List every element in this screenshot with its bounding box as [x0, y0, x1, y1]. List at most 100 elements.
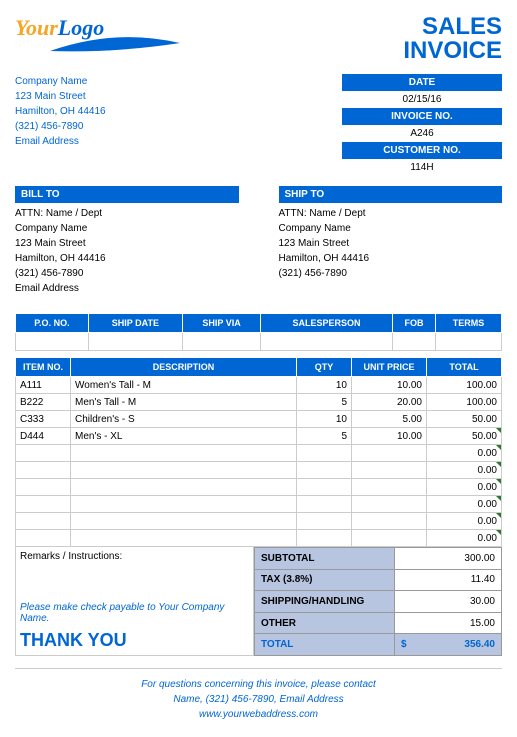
- tax-value: 11.40: [395, 569, 502, 591]
- fob-header: FOB: [392, 314, 435, 333]
- subtotal-label: SUBTOTAL: [255, 548, 395, 570]
- logo-area: YourLogo: [15, 15, 215, 66]
- billto-street: 123 Main Street: [15, 236, 239, 251]
- item-row-empty: 0.00: [16, 479, 502, 496]
- salesperson-header: SALESPERSON: [261, 314, 393, 333]
- bill-to-block: BILL TO ATTN: Name / Dept Company Name 1…: [15, 186, 239, 299]
- shipping-value: 30.00: [395, 591, 502, 613]
- item-qty: 5: [297, 394, 352, 411]
- company-citystate: Hamilton, OH 44416: [15, 104, 106, 119]
- item-no: B222: [16, 394, 71, 411]
- billto-citystate: Hamilton, OH 44416: [15, 251, 239, 266]
- dollar-sign: $: [401, 639, 407, 650]
- company-phone: (321) 456-7890: [15, 119, 106, 134]
- footer-line1: For questions concerning this invoice, p…: [15, 677, 502, 692]
- invno-value: A246: [342, 125, 502, 142]
- item-qty: 10: [297, 411, 352, 428]
- item-desc: Children's - S: [71, 411, 297, 428]
- billto-phone: (321) 456-7890: [15, 266, 239, 281]
- billto-name: Company Name: [15, 221, 239, 236]
- other-value: 15.00: [395, 612, 502, 634]
- tax-label: TAX (3.8%): [255, 569, 395, 591]
- total-header: TOTAL: [427, 358, 502, 377]
- totals-table: SUBTOTAL300.00 TAX (3.8%)11.40 SHIPPING/…: [254, 547, 502, 656]
- item-row-empty: 0.00: [16, 462, 502, 479]
- company-street: 123 Main Street: [15, 89, 106, 104]
- grandtotal-amount: 356.40: [464, 639, 495, 650]
- item-total: 50.00: [427, 428, 502, 445]
- title-line1: SALES: [403, 15, 502, 39]
- thank-you: THANK YOU: [20, 630, 249, 651]
- shipto-street: 123 Main Street: [279, 236, 503, 251]
- payable-text: Please make check payable to Your Compan…: [20, 602, 249, 624]
- invoice-meta: DATE 02/15/16 INVOICE NO. A246 CUSTOMER …: [342, 74, 502, 176]
- shipping-label: SHIPPING/HANDLING: [255, 591, 395, 613]
- detail-row: [16, 333, 502, 351]
- item-row: A111Women's Tall - M1010.00100.00: [16, 377, 502, 394]
- item-no: A111: [16, 377, 71, 394]
- shipdate-header: SHIP DATE: [88, 314, 182, 333]
- billto-email: Email Address: [15, 281, 239, 296]
- invoice-title: SALES INVOICE: [403, 15, 502, 66]
- po-header: P.O. NO.: [16, 314, 89, 333]
- item-price: 10.00: [352, 428, 427, 445]
- item-row-empty: 0.00: [16, 445, 502, 462]
- itemno-header: ITEM NO.: [16, 358, 71, 377]
- shipto-citystate: Hamilton, OH 44416: [279, 251, 503, 266]
- item-qty: 10: [297, 377, 352, 394]
- item-row: B222Men's Tall - M520.00100.00: [16, 394, 502, 411]
- grandtotal-label: TOTAL: [255, 634, 395, 656]
- item-price: 20.00: [352, 394, 427, 411]
- title-line2: INVOICE: [403, 39, 502, 63]
- item-row-empty: 0.00: [16, 530, 502, 547]
- ship-to-header: SHIP TO: [279, 186, 503, 203]
- item-total: 50.00: [427, 411, 502, 428]
- item-desc: Women's Tall - M: [71, 377, 297, 394]
- item-row: D444Men's - XL510.0050.00: [16, 428, 502, 445]
- item-no: C333: [16, 411, 71, 428]
- detail-table: P.O. NO. SHIP DATE SHIP VIA SALESPERSON …: [15, 313, 502, 351]
- item-total: 0.00: [427, 479, 502, 496]
- date-label: DATE: [342, 74, 502, 91]
- item-total: 0.00: [427, 530, 502, 547]
- item-row-empty: 0.00: [16, 513, 502, 530]
- shipto-name: Company Name: [279, 221, 503, 236]
- date-value: 02/15/16: [342, 91, 502, 108]
- grandtotal-value: $356.40: [395, 634, 502, 656]
- terms-header: TERMS: [436, 314, 502, 333]
- shipto-phone: (321) 456-7890: [279, 266, 503, 281]
- item-qty: 5: [297, 428, 352, 445]
- company-name: Company Name: [15, 74, 106, 89]
- footer-url: www.yourwebaddress.com: [15, 707, 502, 722]
- other-label: OTHER: [255, 612, 395, 634]
- item-price: 5.00: [352, 411, 427, 428]
- billto-attn: ATTN: Name / Dept: [15, 206, 239, 221]
- footer: For questions concerning this invoice, p…: [15, 668, 502, 722]
- invno-label: INVOICE NO.: [342, 108, 502, 125]
- item-total: 100.00: [427, 377, 502, 394]
- items-table: ITEM NO. DESCRIPTION QTY UNIT PRICE TOTA…: [15, 357, 502, 547]
- custno-label: CUSTOMER NO.: [342, 142, 502, 159]
- swoosh-icon: [45, 33, 185, 63]
- item-price: 10.00: [352, 377, 427, 394]
- item-total: 100.00: [427, 394, 502, 411]
- remarks-label: Remarks / Instructions:: [20, 551, 249, 562]
- item-row: C333Children's - S105.0050.00: [16, 411, 502, 428]
- item-desc: Men's - XL: [71, 428, 297, 445]
- bill-to-header: BILL TO: [15, 186, 239, 203]
- item-no: D444: [16, 428, 71, 445]
- item-total: 0.00: [427, 513, 502, 530]
- qty-header: QTY: [297, 358, 352, 377]
- item-row-empty: 0.00: [16, 496, 502, 513]
- footer-line2: Name, (321) 456-7890, Email Address: [15, 692, 502, 707]
- remarks-section: Remarks / Instructions: Please make chec…: [15, 547, 254, 656]
- item-total: 0.00: [427, 462, 502, 479]
- item-total: 0.00: [427, 445, 502, 462]
- custno-value: 114H: [342, 159, 502, 176]
- item-total: 0.00: [427, 496, 502, 513]
- company-info: Company Name 123 Main Street Hamilton, O…: [15, 74, 106, 176]
- company-email: Email Address: [15, 134, 106, 149]
- shipto-attn: ATTN: Name / Dept: [279, 206, 503, 221]
- price-header: UNIT PRICE: [352, 358, 427, 377]
- desc-header: DESCRIPTION: [71, 358, 297, 377]
